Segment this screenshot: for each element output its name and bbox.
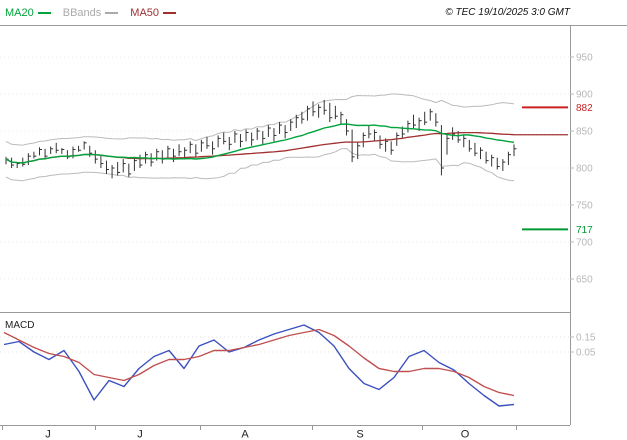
price-bars <box>5 99 517 179</box>
ma20-line <box>5 123 515 164</box>
bollinger-bands <box>5 93 515 182</box>
copyright-text: © TEC 19/10/2025 3:0 GMT <box>445 7 570 18</box>
chart-header: MA20 BBands MA50 © TEC 19/10/2025 3:0 GM… <box>0 0 627 25</box>
svg-text:650: 650 <box>576 275 593 286</box>
svg-text:A: A <box>241 429 249 440</box>
macd-axis-labels: 0.15 0.05 <box>570 333 596 359</box>
legend: MA20 BBands MA50 <box>5 6 177 19</box>
legend-bbands-label: BBands <box>62 6 102 19</box>
legend-item-ma20: MA20 <box>5 7 51 19</box>
svg-text:900: 900 <box>576 90 593 101</box>
svg-text:J: J <box>45 429 51 440</box>
svg-text:0.05: 0.05 <box>576 348 596 359</box>
svg-text:0.15: 0.15 <box>576 333 596 344</box>
legend-ma50-swatch <box>163 11 177 14</box>
svg-text:O: O <box>461 429 470 440</box>
svg-text:750: 750 <box>576 201 593 212</box>
svg-text:800: 800 <box>576 164 593 175</box>
gridlines <box>0 56 570 353</box>
macd-panel-label: MACD <box>5 320 35 331</box>
panel-borders <box>0 25 627 426</box>
macd-lines <box>3 324 515 407</box>
svg-text:950: 950 <box>576 53 593 64</box>
svg-text:850: 850 <box>576 127 593 138</box>
legend-item-bbands: BBands <box>63 7 119 19</box>
legend-ma20-swatch <box>37 11 51 14</box>
legend-ma20-label: MA20 <box>5 6 34 19</box>
legend-bbands-swatch <box>105 11 119 14</box>
svg-text:J: J <box>137 429 143 440</box>
level-lines: 882 717 <box>522 103 593 236</box>
legend-item-ma50: MA50 <box>130 6 177 19</box>
svg-text:700: 700 <box>576 238 593 249</box>
legend-ma50-label: MA50 <box>130 6 160 19</box>
svg-text:S: S <box>356 429 363 440</box>
price-axis-labels: 950 900 850 800 750 700 650 <box>570 53 593 286</box>
svg-text:882: 882 <box>576 103 593 114</box>
svg-text:717: 717 <box>576 225 593 236</box>
